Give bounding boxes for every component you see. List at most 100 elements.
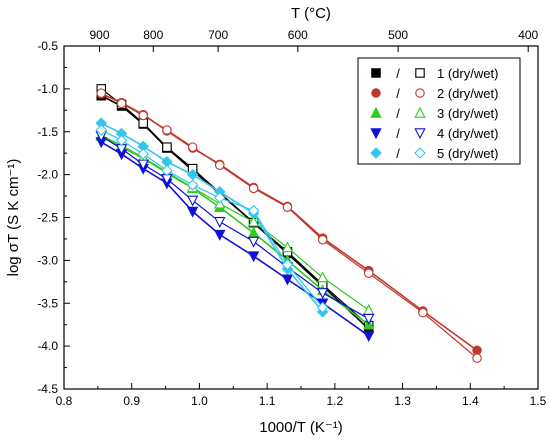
data-point-wet <box>248 183 259 194</box>
data-point-wet <box>138 110 148 121</box>
data-point-wet <box>137 148 150 160</box>
x-tick-label: 1.4 <box>462 394 479 408</box>
series-group <box>96 84 374 334</box>
y-tick-label: -3.5 <box>37 296 58 310</box>
top-tick-label: 800 <box>143 28 163 42</box>
data-point-wet <box>214 217 226 228</box>
data-point-dry <box>186 206 199 218</box>
data-point-wet <box>186 195 199 207</box>
data-point-wet <box>316 271 329 283</box>
series-group <box>95 131 375 343</box>
data-point-wet <box>137 159 149 171</box>
legend-marker-dry <box>371 68 381 78</box>
data-point-wet <box>418 307 428 318</box>
y-tick-label: -2.0 <box>37 168 58 182</box>
data-point-wet <box>162 125 172 135</box>
legend-label: 5 (dry/wet) <box>437 146 498 161</box>
legend-separator: / <box>396 86 400 101</box>
data-point-wet <box>317 235 328 245</box>
data-point-wet <box>162 142 172 152</box>
data-point-wet <box>247 215 260 227</box>
data-point-dry <box>214 229 226 241</box>
x-tick-label: 1.0 <box>191 394 208 408</box>
legend-separator: / <box>396 126 400 141</box>
data-point-wet <box>214 160 225 170</box>
x-tick-label: 1.5 <box>530 394 547 408</box>
data-point-dry <box>363 331 375 343</box>
legend: / 1 (dry/wet) / 2 (dry/wet) / 3 (dry/wet) / 4 (… <box>357 57 521 165</box>
y-axis-title: log σT (S K cm⁻¹) <box>5 159 22 277</box>
legend-label: 3 (dry/wet) <box>437 106 498 121</box>
top-tick-label: 600 <box>288 28 308 42</box>
top-axis-ticks: 900 800 700 600 500 400 <box>89 28 539 52</box>
data-point-dry <box>247 226 260 238</box>
x-tick-label: 1.3 <box>394 394 411 408</box>
x-axis-ticks: 0.8 0.9 1.0 1.1 1.2 1.3 1.4 1.5 <box>56 383 547 408</box>
x-tick-label: 1.1 <box>259 394 276 408</box>
top-tick-label: 500 <box>388 28 408 42</box>
data-point-wet <box>363 313 375 325</box>
legend-box <box>357 57 521 165</box>
legend-marker-wet <box>414 106 426 118</box>
legend-separator: / <box>396 146 400 161</box>
data-point-wet <box>363 303 375 315</box>
legend-label: 2 (dry/wet) <box>437 86 498 101</box>
data-point-wet <box>472 353 482 363</box>
legend-separator: / <box>396 66 400 81</box>
data-point-dry <box>281 274 294 286</box>
legend-marker-dry <box>371 88 381 98</box>
series-group <box>95 117 329 318</box>
data-point-wet <box>316 288 329 300</box>
data-point-wet <box>116 98 127 109</box>
series-line-wet <box>100 134 370 311</box>
data-point-wet <box>115 134 128 147</box>
x-tick-label: 1.2 <box>327 394 344 408</box>
x-tick-label: 0.9 <box>123 394 140 408</box>
y-tick-label: -4.5 <box>37 382 58 396</box>
y-tick-label: -1.5 <box>37 125 58 139</box>
legend-marker-dry <box>370 106 382 118</box>
top-tick-label: 900 <box>89 28 109 42</box>
y-tick-label: -3.0 <box>37 253 58 267</box>
data-point-dry <box>247 251 260 263</box>
y-tick-label: -4.0 <box>37 339 58 353</box>
legend-marker-wet <box>415 88 425 98</box>
data-point-wet <box>186 179 199 191</box>
legend-marker-wet <box>414 147 426 159</box>
legend-marker-wet <box>415 68 425 78</box>
data-point-wet <box>281 241 294 253</box>
series-layer <box>95 84 482 363</box>
data-point-wet <box>282 202 293 212</box>
series-line-wet <box>100 135 370 320</box>
y-axis-ticks: -0.5 -1.0 -1.5 -2.0 -2.5 -3.0 -3.5 -4.0 -4.5 <box>37 39 70 396</box>
x-axis-title: 1000/T (K⁻¹) <box>259 419 343 436</box>
legend-marker-wet <box>414 128 426 140</box>
y-tick-label: -2.5 <box>37 211 58 225</box>
data-point-wet <box>281 258 294 271</box>
data-point-wet <box>247 204 260 217</box>
y-tick-label: -1.0 <box>37 82 58 96</box>
series-line-dry <box>100 135 370 326</box>
legend-marker-dry <box>370 147 382 159</box>
legend-marker-dry <box>370 128 382 140</box>
legend-label: 4 (dry/wet) <box>437 126 498 141</box>
series-line-dry <box>100 122 324 313</box>
data-point-wet <box>213 191 226 204</box>
series-group <box>96 88 482 363</box>
data-point-wet <box>96 88 106 98</box>
data-point-wet <box>247 236 260 248</box>
legend-separator: / <box>396 106 400 121</box>
x-tick-label: 0.8 <box>56 394 73 408</box>
data-point-wet <box>95 124 108 136</box>
top-tick-label: 700 <box>208 28 228 42</box>
data-point-wet <box>187 142 198 152</box>
data-point-wet <box>363 268 374 278</box>
top-tick-label: 400 <box>518 28 538 42</box>
top-axis-title: T (°C) <box>291 5 331 22</box>
legend-label: 1 (dry/wet) <box>437 66 498 81</box>
data-point-wet <box>161 164 173 177</box>
data-point-dry <box>472 345 482 356</box>
data-point-wet <box>138 118 148 128</box>
data-point-wet <box>316 301 329 314</box>
